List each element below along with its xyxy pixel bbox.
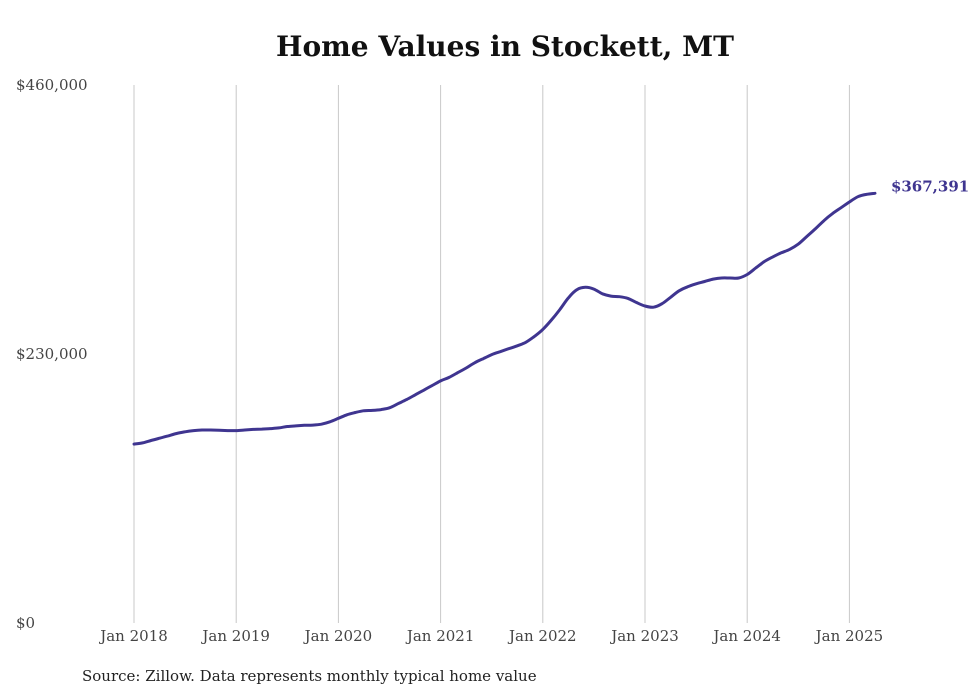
y-tick-label: $0 xyxy=(16,614,35,632)
x-tick-label: Jan 2023 xyxy=(609,627,679,645)
y-tick-label: $460,000 xyxy=(16,76,88,94)
x-axis-ticks: Jan 2018 Jan 2019 Jan 2020 Jan 2021 Jan 2022… xyxy=(98,627,883,645)
x-tick-label: Jan 2018 xyxy=(98,627,168,645)
x-tick-label: Jan 2021 xyxy=(405,627,475,645)
y-tick-label: $230,000 xyxy=(16,345,88,363)
y-axis-ticks: $0 $230,000 $460,000 xyxy=(16,76,88,632)
x-tick-label: Jan 2022 xyxy=(507,627,577,645)
source-note: Source: Zillow. Data represents monthly … xyxy=(82,667,537,685)
x-tick-label: Jan 2020 xyxy=(303,627,373,645)
x-tick-label: Jan 2025 xyxy=(814,627,884,645)
latest-value-label: $367,391 xyxy=(891,177,969,195)
home-value-line xyxy=(132,191,877,446)
line-chart: $0$230,000$460,000 Jan 2018 Jan 2019 Jan 2… xyxy=(16,76,969,645)
chart-title: Home Values in Stockett, MT xyxy=(276,30,734,63)
x-tick-label: Jan 2019 xyxy=(200,627,270,645)
grid-lines xyxy=(133,85,850,623)
x-tick-label: Jan 2024 xyxy=(711,627,781,645)
